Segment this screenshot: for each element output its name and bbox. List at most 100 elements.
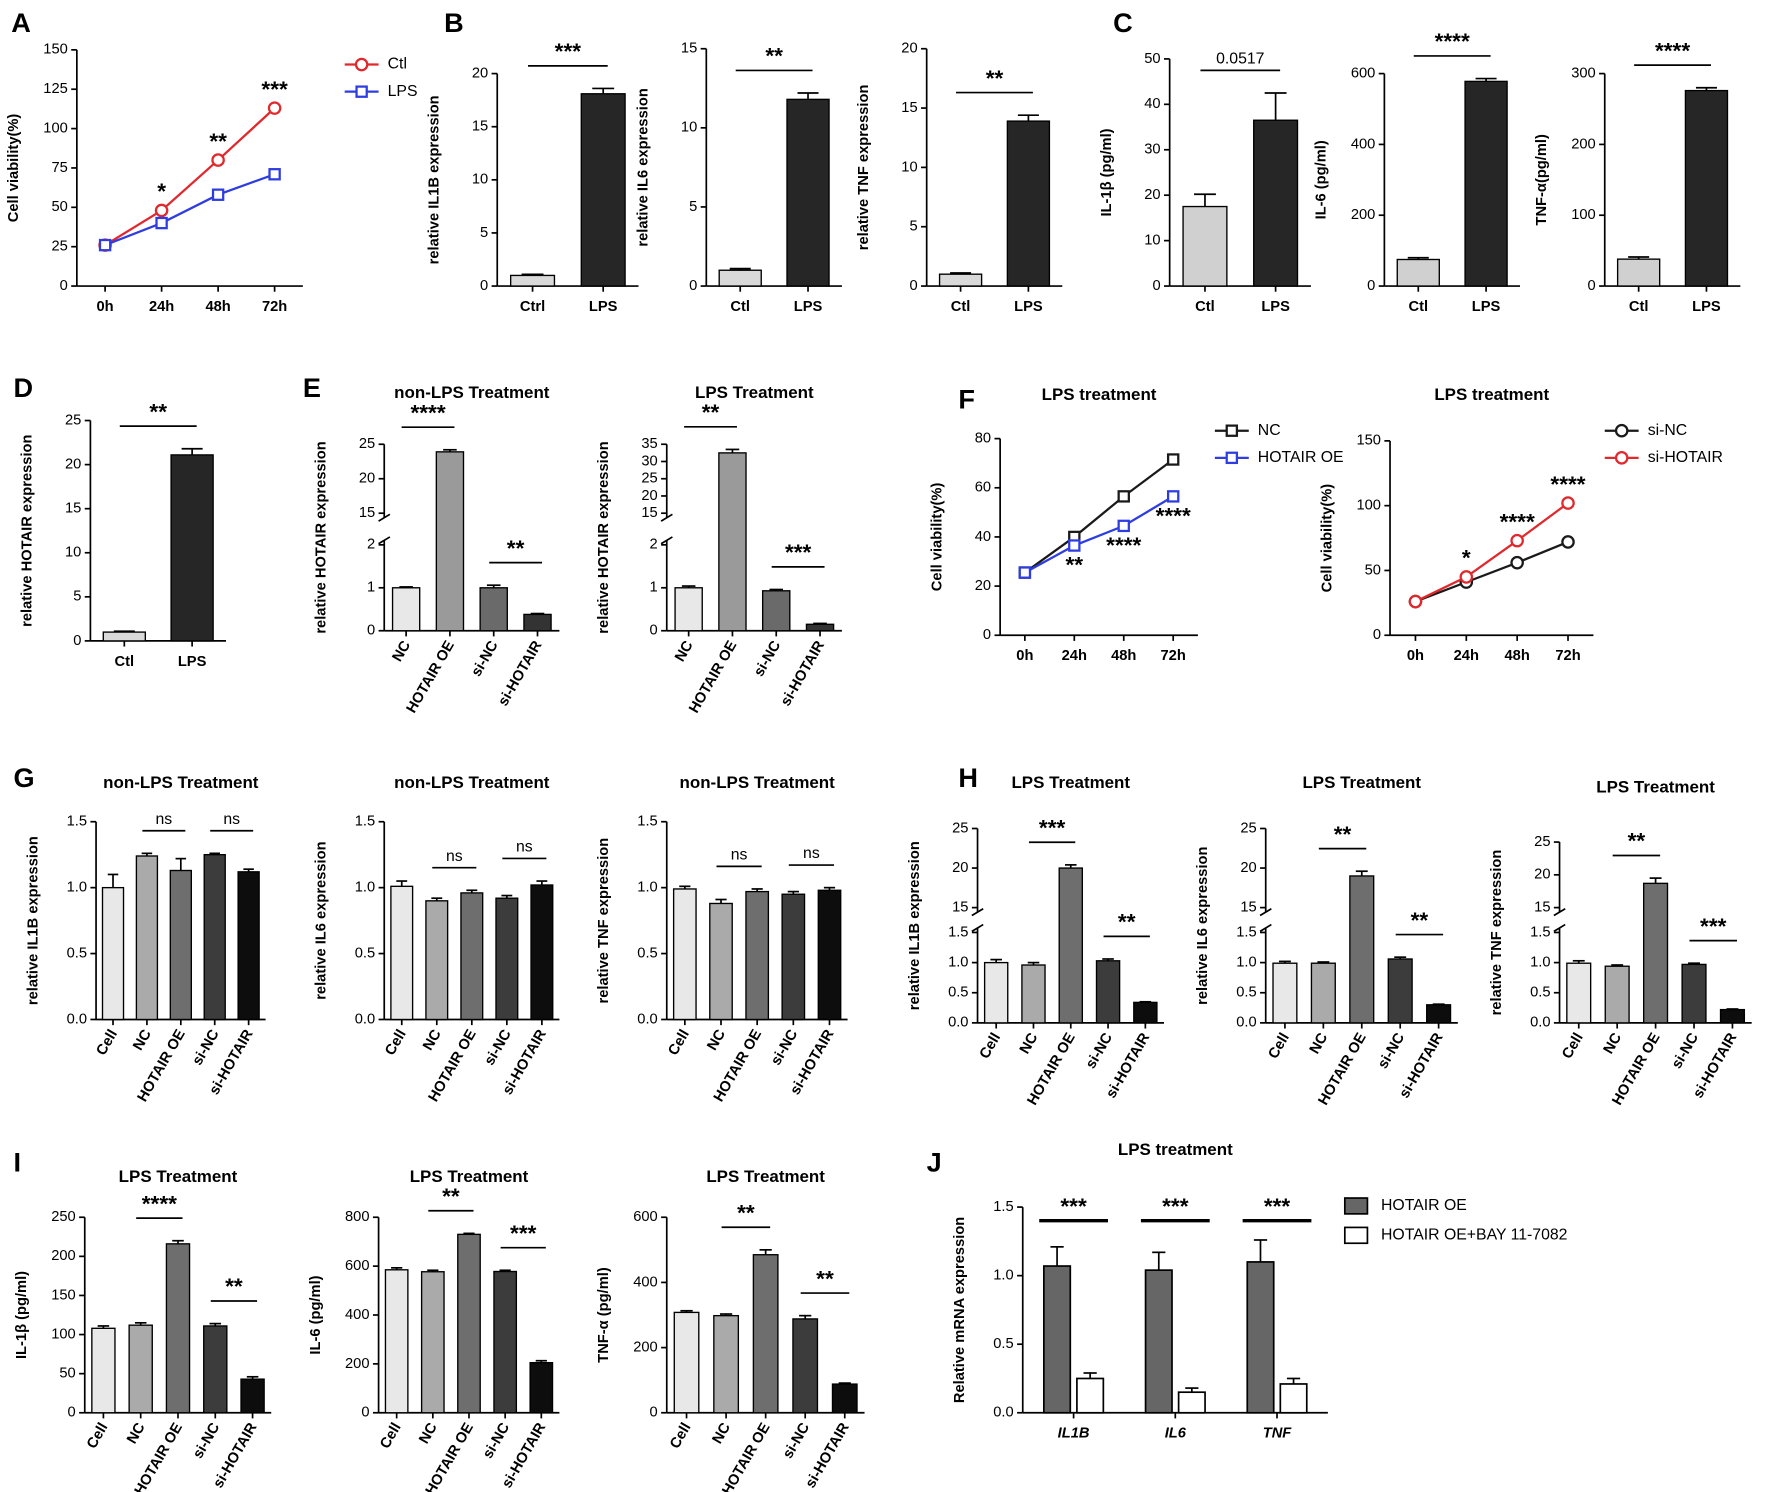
point — [1510, 533, 1524, 548]
bar — [1387, 958, 1413, 1024]
y-tick-label: 20 — [975, 578, 991, 594]
significance-label: ns — [803, 845, 820, 862]
y-tick-label: 400 — [345, 1307, 370, 1323]
bar — [479, 587, 508, 632]
x-tick-label: Cell — [377, 1420, 404, 1451]
y-tick-label: 1 — [367, 580, 375, 596]
y-tick-label: 800 — [345, 1209, 370, 1225]
y-tick-label: 1.0 — [637, 880, 657, 896]
y-tick-label: 200 — [633, 1339, 658, 1355]
bar — [786, 98, 830, 287]
x-tick-label: 0h — [1407, 648, 1424, 664]
significance-label: ns — [156, 811, 173, 828]
x-tick-label: Ctrl — [520, 299, 545, 315]
y-tick-label: 0 — [480, 278, 488, 294]
y-tick-label: 0 — [73, 633, 81, 649]
y-axis-label: relative TNF expression — [856, 85, 872, 251]
y-tick-label: 40 — [975, 529, 991, 545]
y-tick-label: 35 — [641, 436, 657, 452]
y-tick-label: 150 — [51, 1287, 76, 1303]
y-tick-label: 0 — [1373, 627, 1381, 643]
panel-letter: E — [303, 372, 321, 403]
significance-label: ** — [1411, 908, 1429, 933]
y-tick-label: 20 — [1144, 187, 1160, 203]
significance-label: *** — [1039, 816, 1066, 841]
point — [1068, 539, 1081, 552]
y-tick-label: 0.0 — [1530, 1015, 1550, 1031]
x-tick-label: LPS — [1692, 299, 1721, 315]
y-tick-label: 0 — [367, 623, 375, 639]
y-tick-label: 1.0 — [355, 880, 375, 896]
bar — [457, 1233, 481, 1414]
x-tick-label: si-NC — [768, 1027, 801, 1069]
bar — [1616, 258, 1661, 287]
bar — [1684, 89, 1729, 287]
x-tick-label: Cell — [84, 1420, 111, 1451]
x-tick-label: LPS — [589, 299, 618, 315]
y-tick-label: 0.0 — [355, 1011, 375, 1027]
bar — [1643, 882, 1669, 1024]
bar — [752, 1254, 779, 1414]
x-tick-label: Cell — [382, 1027, 409, 1058]
line — [104, 107, 276, 247]
y-tick-label: 150 — [43, 42, 68, 58]
y-tick-label: 0 — [650, 623, 658, 639]
bar — [817, 889, 842, 1021]
bar — [165, 1243, 191, 1414]
y-tick-label: 50 — [51, 199, 67, 215]
y-tick-label: 400 — [633, 1274, 658, 1290]
bar — [135, 855, 159, 1021]
legend-label: HOTAIR OE — [1258, 449, 1344, 466]
bar — [493, 1270, 518, 1414]
y-tick-label: 600 — [633, 1209, 658, 1225]
y-tick-label: 0.5 — [1236, 985, 1256, 1001]
line — [1024, 495, 1174, 574]
x-tick-label: 48h — [205, 299, 230, 315]
panel-letter: H — [958, 762, 978, 793]
significance-label: *** — [1264, 1194, 1291, 1219]
legend-label: Ctl — [388, 56, 407, 73]
y-tick-label: 25 — [641, 471, 657, 487]
line — [1415, 540, 1569, 603]
significance-label: *** — [555, 39, 582, 64]
x-tick-label: si-HOTAIR — [778, 638, 828, 709]
point — [211, 153, 225, 167]
y-axis-label: relative TNF expression — [1489, 850, 1505, 1016]
y-tick-label: 5 — [909, 219, 917, 235]
x-tick-label: 24h — [1454, 648, 1479, 664]
bar — [1006, 120, 1051, 287]
bar — [495, 897, 519, 1021]
x-tick-label: Ctl — [1629, 299, 1649, 315]
y-axis-label: relative IL6 expression — [636, 88, 652, 246]
line — [104, 173, 275, 247]
bar — [523, 613, 552, 632]
x-tick-label: si-NC — [469, 638, 502, 680]
y-tick-label: 0.0 — [67, 1011, 87, 1027]
y-tick-label: 15 — [952, 899, 968, 915]
y-axis-label: Cell viability(%) — [929, 483, 945, 592]
significance-label: **** — [1435, 29, 1470, 54]
significance-label: 0.0517 — [1216, 51, 1264, 68]
bar — [1566, 962, 1592, 1024]
bar — [805, 623, 835, 632]
y-tick-label: 100 — [1356, 498, 1381, 514]
y-tick-label: 50 — [1144, 51, 1160, 67]
x-tick-label: 48h — [1111, 648, 1136, 664]
significance-label: *** — [261, 77, 288, 102]
significance-label: **** — [1106, 533, 1141, 558]
y-tick-label: 50 — [1365, 562, 1381, 578]
bar — [1133, 1001, 1158, 1024]
significance-label: **** — [1156, 503, 1191, 528]
legend-label: si-HOTAIR — [1648, 449, 1723, 466]
y-axis-label: relative HOTAIR expression — [20, 435, 36, 627]
y-tick-label: 250 — [51, 1209, 76, 1225]
bar — [1058, 867, 1084, 1024]
axis-break — [1553, 908, 1566, 917]
chart-title: non-LPS Treatment — [680, 773, 836, 792]
y-axis-label: TNF-α(pg/ml) — [1534, 134, 1550, 226]
chart-title: LPS Treatment — [706, 1167, 825, 1186]
bar — [203, 1325, 228, 1414]
bar — [169, 869, 193, 1021]
y-tick-label: 0.5 — [948, 985, 968, 1001]
bar — [1349, 875, 1375, 1024]
